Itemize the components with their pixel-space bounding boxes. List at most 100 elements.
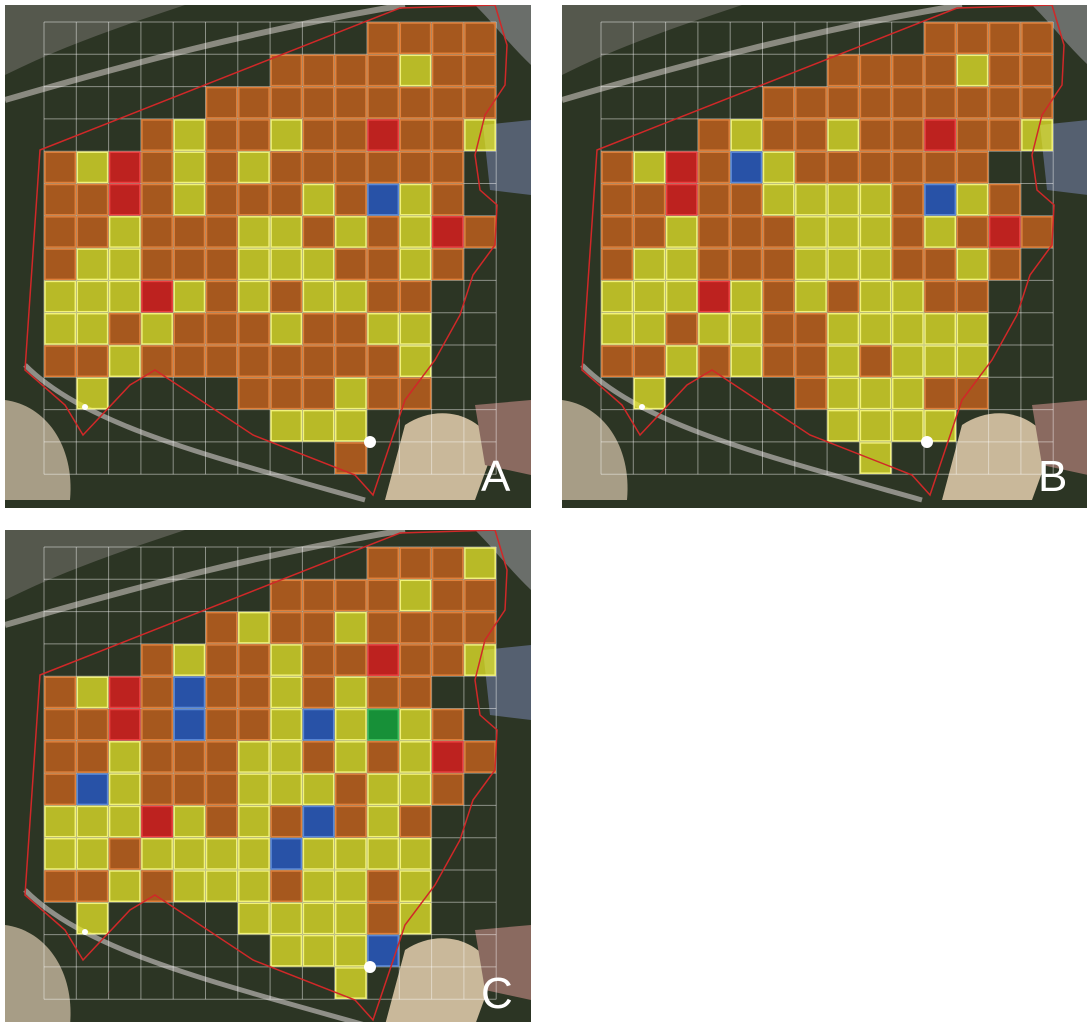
grid-cell	[698, 151, 730, 184]
grid-cell	[173, 312, 206, 345]
grid-cell	[173, 248, 206, 281]
sand	[385, 938, 495, 1022]
grid-cell	[367, 54, 400, 87]
grid-cell	[108, 773, 141, 806]
grid-cell	[399, 579, 432, 612]
grid-cell	[601, 183, 634, 216]
grid-cell	[44, 805, 77, 838]
grid-cell	[730, 312, 763, 345]
grid-cell	[956, 54, 989, 87]
grid-cell	[431, 644, 464, 676]
grid-cell	[633, 216, 666, 248]
grid-cell	[173, 741, 206, 773]
grid-cell	[795, 345, 827, 378]
grid-cell	[431, 611, 464, 644]
grid-cell	[464, 741, 496, 773]
grid-cell	[302, 676, 335, 709]
grid-cell	[270, 773, 303, 806]
grid-cell	[76, 312, 109, 345]
grid-cell	[76, 183, 109, 216]
grid-cell	[956, 22, 989, 55]
sand	[942, 413, 1052, 500]
grid-cell	[795, 86, 827, 119]
grid-cell	[108, 870, 141, 903]
grid-cell	[891, 377, 924, 410]
grid-cell	[795, 216, 827, 248]
grid-cell	[173, 345, 206, 378]
grid-cell	[665, 183, 698, 216]
grid-cell	[431, 151, 464, 184]
grid-cell	[141, 676, 173, 709]
grid-cell	[924, 409, 957, 442]
grid-cell	[827, 280, 860, 313]
grid-cell	[698, 312, 730, 345]
grid-cell	[601, 248, 634, 281]
grid-cell	[334, 611, 367, 644]
grid-cell	[205, 151, 238, 184]
grid-cell	[76, 377, 109, 410]
grid-cell	[633, 248, 666, 281]
grid-cell	[270, 216, 303, 248]
grid-cell	[141, 248, 173, 281]
grid-cell	[891, 345, 924, 378]
grid-cell	[367, 216, 400, 248]
grid-cell	[302, 579, 335, 612]
grid-cell	[891, 409, 924, 442]
grid-cell	[334, 837, 367, 870]
grid-cell	[108, 280, 141, 313]
marker	[82, 404, 88, 410]
grid-cell	[988, 248, 1021, 281]
road	[580, 363, 923, 503]
grid-cell	[367, 183, 400, 216]
grid-cell	[891, 86, 924, 119]
marker	[364, 961, 376, 973]
grid-cell	[141, 805, 173, 838]
grid-cell	[334, 805, 367, 838]
grid-cell	[302, 741, 335, 773]
grid-cell	[827, 345, 860, 378]
grid-cell	[956, 151, 989, 184]
grid-cell	[270, 280, 303, 313]
grid-cell	[108, 708, 141, 741]
grid-cell	[270, 805, 303, 838]
grid-cell	[334, 579, 367, 612]
grid-cell	[334, 773, 367, 806]
grid-cell	[464, 611, 496, 644]
grid-cell	[302, 805, 335, 838]
grid-cell	[431, 183, 464, 216]
sand	[5, 400, 71, 500]
grid-cell	[399, 805, 432, 838]
sand	[562, 400, 628, 500]
grid-cell	[956, 248, 989, 281]
grid-cell	[431, 708, 464, 741]
grid-cell	[762, 183, 795, 216]
grid-cell	[827, 119, 860, 151]
grid-cell	[601, 216, 634, 248]
grid-cell	[270, 611, 303, 644]
grid-cell	[238, 216, 270, 248]
grid-cell	[891, 119, 924, 151]
grid-cell	[302, 54, 335, 87]
grid-cell	[859, 151, 892, 184]
grid-cell	[399, 902, 432, 935]
grid-cell	[399, 183, 432, 216]
river	[475, 530, 531, 590]
grid-cell	[367, 280, 400, 313]
grid-cell	[334, 409, 367, 442]
grid-cell	[956, 377, 989, 410]
grid-cell	[464, 216, 496, 248]
grid-cell	[108, 837, 141, 870]
grid-cell	[924, 377, 957, 410]
grid-cell	[44, 708, 77, 741]
grid-cell	[665, 216, 698, 248]
grid-cell	[431, 248, 464, 281]
grid-cell	[238, 312, 270, 345]
grid-cell	[76, 280, 109, 313]
grid-cell	[238, 345, 270, 378]
grid-cell	[698, 248, 730, 281]
grid-cell	[238, 151, 270, 184]
grid-cell	[795, 280, 827, 313]
grid-cell	[795, 377, 827, 410]
grid-cell	[399, 151, 432, 184]
grid-cell	[334, 248, 367, 281]
